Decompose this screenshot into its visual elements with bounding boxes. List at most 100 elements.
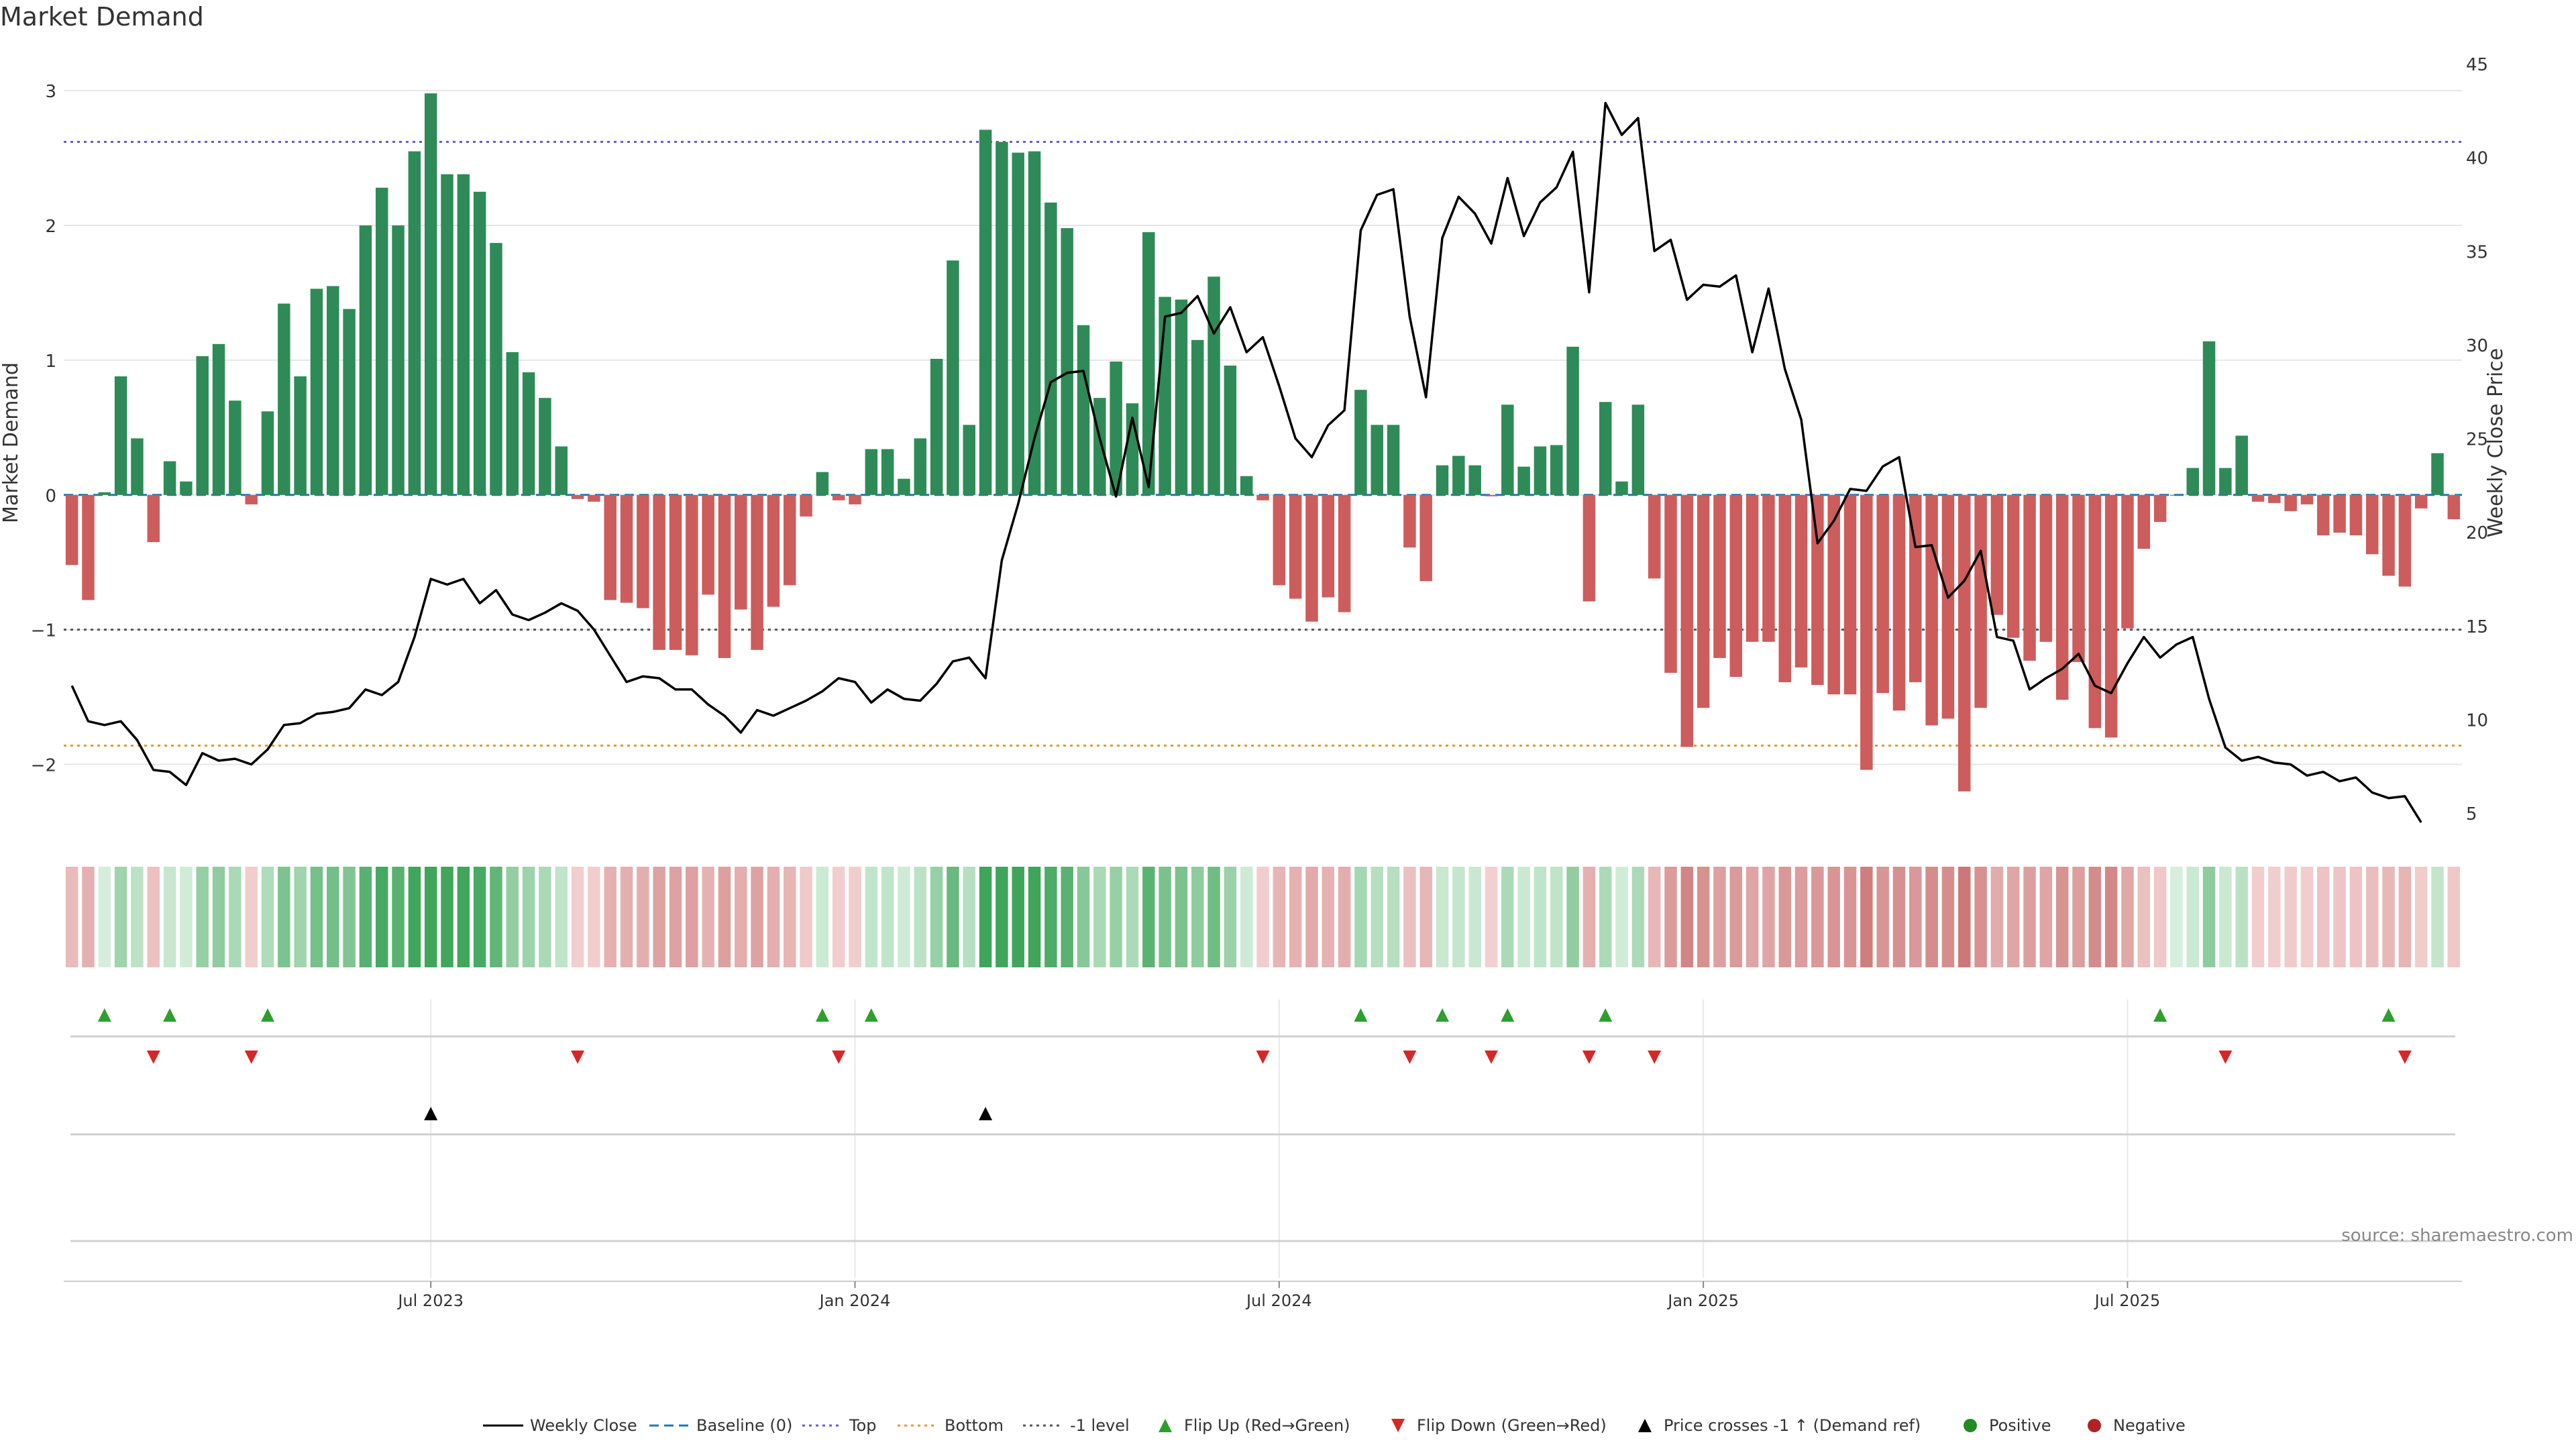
demand-bar (2431, 453, 2444, 495)
heat-tile (751, 867, 763, 967)
heat-tile (930, 867, 943, 967)
demand-bar (1811, 494, 1824, 686)
demand-bar (1289, 494, 1302, 599)
heat-tile (392, 867, 405, 967)
heat-tile (2055, 867, 2069, 967)
heat-tile (1843, 867, 1857, 967)
heat-tile (1224, 867, 1237, 967)
y-tick-label: 3 (45, 82, 56, 102)
heat-tile (1990, 867, 2004, 967)
demand-bar (1876, 494, 1889, 694)
level-lines (64, 141, 2462, 747)
demand-bar (1224, 365, 1237, 495)
demand-bar (1256, 494, 1269, 500)
demand-bar (359, 225, 372, 495)
demand-bar (571, 494, 584, 499)
demand-bar (1615, 481, 1628, 495)
heat-tile (2251, 867, 2265, 967)
demand-bar (1240, 476, 1253, 495)
heat-strip (65, 867, 2461, 967)
flip-down-marker (1403, 1051, 1417, 1064)
demand-bar (147, 494, 160, 543)
demand-bar (2382, 494, 2395, 576)
flip-up-marker (2153, 1008, 2167, 1022)
demand-bar (98, 492, 111, 495)
heat-tile (98, 867, 111, 967)
heat-tile (1517, 867, 1530, 967)
price-cross-marker (424, 1107, 438, 1120)
heat-tile (490, 867, 502, 967)
demand-bar (180, 481, 193, 495)
heat-tile (620, 867, 633, 967)
legend-swatch (1638, 1419, 1652, 1432)
demand-bar (555, 446, 568, 495)
heat-tile (245, 867, 258, 967)
demand-bar (2317, 494, 2330, 536)
demand-bar (212, 343, 225, 495)
heat-tile (914, 867, 927, 967)
heat-tile (457, 867, 470, 967)
demand-bar (1305, 494, 1318, 622)
heat-tile (571, 867, 584, 967)
heat-tile (375, 867, 388, 967)
demand-bar (1501, 405, 1514, 495)
demand-bar (1077, 325, 1090, 495)
demand-bar (735, 494, 747, 610)
demand-bar (1746, 494, 1759, 642)
heat-tile (1289, 867, 1302, 967)
demand-bar (1338, 494, 1351, 612)
heat-tile (849, 867, 861, 967)
price-line-group (70, 101, 2422, 823)
demand-bar (1142, 232, 1155, 495)
flip-down-marker (2398, 1051, 2412, 1064)
flip-up-marker (1436, 1008, 1450, 1022)
heat-tile (718, 867, 731, 967)
demand-bar (2055, 494, 2069, 700)
flip-down-marker (244, 1051, 258, 1064)
heat-tile (1387, 867, 1400, 967)
demand-bar (816, 472, 829, 495)
heat-tile (506, 867, 519, 967)
demand-bar (1729, 494, 1743, 677)
heat-tile (979, 867, 992, 967)
heat-tile (2121, 867, 2134, 967)
heat-tile (1909, 867, 1922, 967)
demand-bar (65, 494, 78, 566)
demand-bar (669, 494, 682, 650)
demand-bar (1990, 494, 2004, 615)
demand-bar (2366, 494, 2379, 555)
demand-bar (392, 225, 405, 495)
demand-bar (2268, 494, 2281, 503)
heat-tile (1061, 867, 1073, 967)
heat-tile (408, 867, 421, 967)
y-axis-right: 5 10 15 20 25 30 35 40 45 (2466, 55, 2488, 824)
y2-tick-label: 20 (2466, 523, 2488, 543)
flip-up-marker (2381, 1008, 2396, 1022)
heat-tile (2023, 867, 2036, 967)
legend-label: Flip Down (Green→Red) (1417, 1416, 1607, 1435)
demand-bar (767, 494, 780, 607)
heat-tile (1419, 867, 1432, 967)
flip-up-marker (97, 1008, 111, 1022)
chart-title: Market Demand (0, 2, 204, 32)
flip-up-marker (1501, 1008, 1515, 1022)
demand-bar (1713, 494, 1726, 658)
cross-panel (70, 1107, 2455, 1136)
x-tick-label: Jul 2024 (1245, 1291, 1312, 1310)
heat-tile (294, 867, 307, 967)
heat-tile (637, 867, 649, 967)
heat-tile (2366, 867, 2379, 967)
heat-tile (1012, 867, 1024, 967)
demand-bar (1925, 494, 1938, 726)
heat-tile (702, 867, 714, 967)
demand-bar (1436, 465, 1449, 495)
heat-tile (1093, 867, 1106, 967)
heat-tile (865, 867, 878, 967)
heat-tile (735, 867, 747, 967)
demand-bar (229, 400, 241, 495)
demand-bar (1680, 494, 1694, 747)
demand-bar (2072, 494, 2085, 662)
heat-tile (1142, 867, 1155, 967)
heat-tile (1175, 867, 1188, 967)
flip-up-marker (815, 1008, 829, 1022)
